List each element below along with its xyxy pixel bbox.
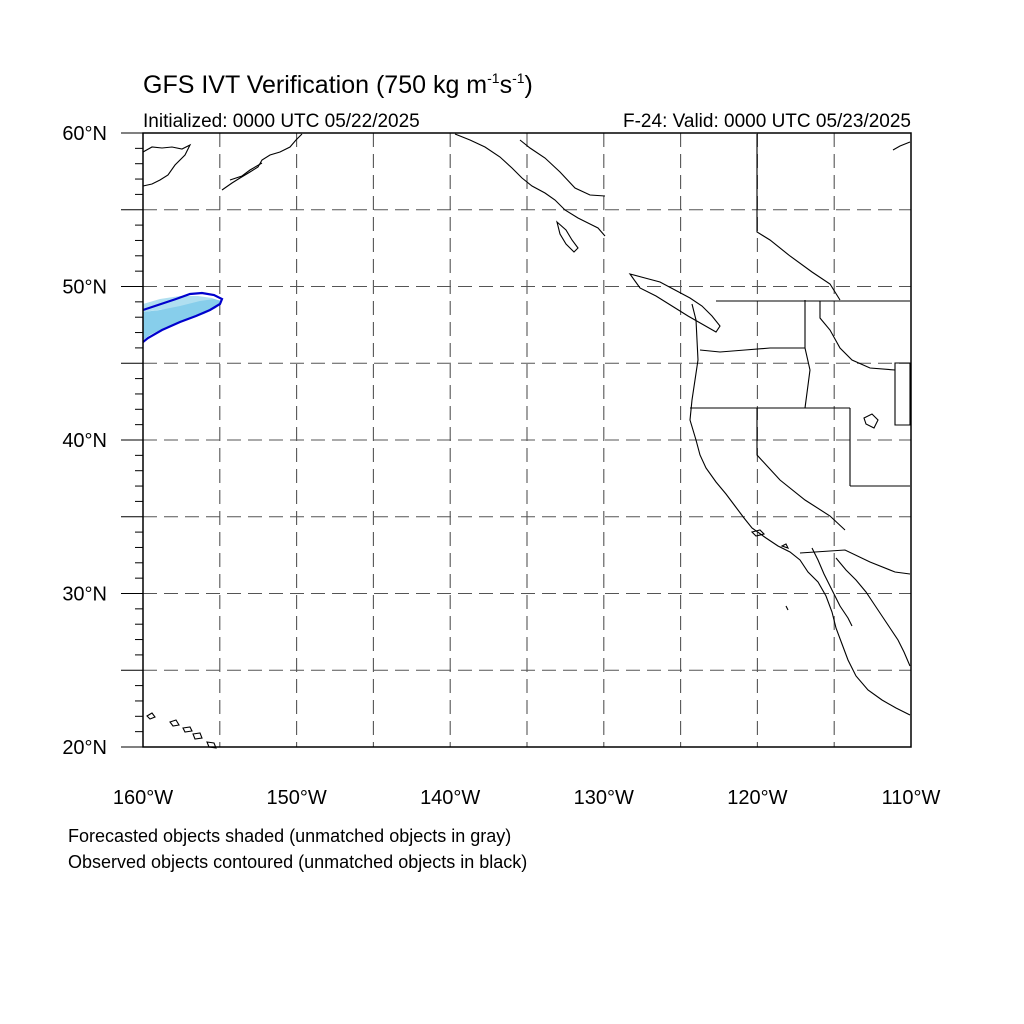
lat-label: 50°N [62, 277, 107, 299]
lon-label: 120°W [727, 787, 787, 809]
forecast-object-light [143, 296, 220, 312]
lon-label: 150°W [266, 787, 326, 809]
lon-label: 140°W [420, 787, 480, 809]
map-frame [142, 132, 912, 748]
legend-forecast-note: Forecasted objects shaded (unmatched obj… [68, 826, 512, 846]
initialized-time: Initialized: 0000 UTC 05/22/2025 [143, 111, 420, 132]
graticule [143, 133, 911, 747]
coastlines-and-borders [142, 133, 911, 749]
lat-label: 30°N [62, 584, 107, 606]
lon-label: 160°W [113, 787, 173, 809]
axis-labels: 20°N 30°N 40°N 50°N 60°N 160°W 150°W 140°W 130°W… [62, 123, 940, 809]
observed-contour [142, 291, 224, 343]
lon-label: 110°W [882, 787, 941, 809]
ivt-objects [142, 291, 224, 343]
axis-ticks [121, 132, 143, 748]
valid-time: F-24: Valid: 0000 UTC 05/23/2025 [623, 111, 911, 132]
lat-label: 20°N [62, 737, 107, 759]
legend-observed-note: Observed objects contoured (unmatched ob… [68, 852, 528, 872]
lat-label: 40°N [62, 430, 107, 452]
forecast-object [143, 299, 222, 340]
lon-label: 130°W [574, 787, 634, 809]
lat-label: 60°N [62, 123, 107, 145]
map-title: GFS IVT Verification (750 kg m-1s-1) [143, 70, 533, 99]
